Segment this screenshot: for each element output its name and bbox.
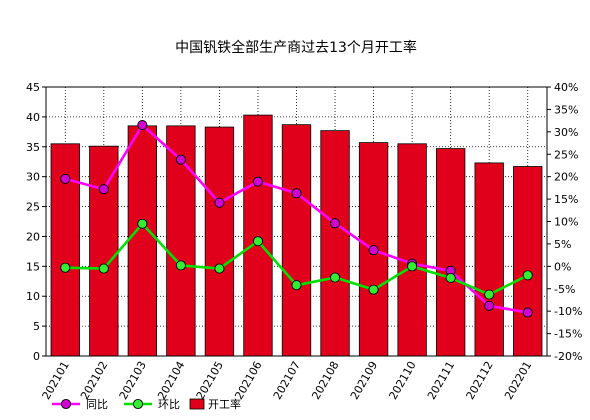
legend-mom-label: 环比 [158, 398, 180, 411]
mom-point-202108 [329, 272, 341, 283]
bar-202111 [435, 148, 466, 357]
bar-202102 [89, 145, 119, 357]
x-axis-tick-label: 202103 [117, 359, 149, 402]
yoy-point-202106 [252, 176, 264, 187]
yoy-point-202105 [214, 197, 225, 208]
x-axis-tick-label: 202108 [309, 359, 341, 402]
bar-202103 [127, 125, 158, 357]
x-axis-tick-label: 202107 [271, 359, 303, 402]
bar-202201 [513, 166, 543, 357]
left-axis-tick-label: 45 [26, 81, 40, 94]
left-axis-tick-label: 15 [26, 260, 40, 273]
right-axis-tick-label: 35% [554, 103, 578, 116]
x-axis-tick-label: 202104 [155, 359, 187, 402]
right-axis-tick-label: 40% [554, 81, 578, 94]
legend-yoy-label: 同比 [86, 398, 108, 411]
x-axis-tick-label: 202112 [464, 359, 496, 402]
mom-point-202201 [522, 270, 533, 281]
right-axis-tick-label: -15% [554, 328, 582, 341]
right-axis-tick-label: -20% [554, 350, 582, 363]
left-axis-tick-label: 10 [26, 290, 40, 303]
legend [52, 398, 205, 410]
right-axis-tick-label: 30% [554, 126, 578, 139]
x-axis-tick-label: 202109 [348, 359, 380, 402]
right-axis-tick-label: 0% [554, 260, 571, 273]
legend-mom-marker [132, 398, 144, 410]
x-axis-tick-label: 202111 [425, 359, 457, 402]
mom-point-202112 [484, 289, 495, 300]
yoy-point-202108 [329, 218, 341, 229]
legend-bar-label: 开工率 [208, 397, 241, 411]
bar-202110 [397, 143, 427, 357]
bar-202112 [474, 162, 504, 357]
right-axis-tick-label: -10% [554, 305, 582, 318]
x-axis-tick-label: 202106 [232, 359, 264, 402]
legend-yoy-marker [60, 398, 72, 410]
right-axis-tick-label: 20% [554, 171, 578, 184]
x-axis-tick-label: 202102 [78, 359, 110, 402]
right-axis-tick-label: -5% [554, 283, 575, 296]
mom-point-202102 [98, 263, 109, 274]
left-axis-tick-label: 40 [26, 111, 40, 124]
yoy-point-202104 [175, 154, 186, 165]
mom-point-202106 [252, 236, 264, 247]
yoy-point-202112 [484, 300, 495, 311]
x-axis-tick-label: 202201 [502, 359, 534, 402]
yoy-point-202103 [137, 120, 148, 131]
left-axis-tick-label: 30 [26, 171, 40, 184]
mom-point-202105 [214, 263, 225, 274]
mom-point-202101 [60, 262, 71, 273]
bar-202106 [243, 114, 273, 357]
x-axis-tick-label: 202110 [386, 359, 418, 402]
yoy-point-202107 [291, 188, 302, 199]
chart-title: 中国钒铁全部生产商过去13个月开工率 [175, 39, 417, 56]
legend-bar-swatch [189, 398, 205, 410]
right-axis-tick-label: 25% [554, 148, 578, 161]
x-axis-tick-label: 202101 [40, 359, 72, 402]
mom-point-202109 [368, 284, 379, 295]
right-axis-tick-label: 5% [554, 238, 571, 251]
left-axis-tick-label: 20 [26, 230, 40, 243]
yoy-point-202101 [60, 173, 71, 184]
left-axis-tick-label: 5 [33, 320, 40, 333]
mom-point-202110 [407, 261, 418, 272]
right-axis-tick-label: 10% [554, 216, 578, 229]
bar-202105 [204, 126, 235, 357]
left-axis-tick-label: 35 [26, 141, 40, 154]
mom-point-202111 [445, 272, 456, 284]
left-axis-tick-label: 25 [26, 201, 40, 214]
yoy-point-202201 [522, 307, 533, 318]
x-axis-tick-label: 202105 [194, 359, 226, 402]
bar-202107 [281, 124, 312, 357]
yoy-point-202102 [98, 184, 109, 195]
left-axis-tick-label: 0 [33, 350, 40, 363]
bar-202108 [320, 130, 350, 357]
right-axis-tick-label: 15% [554, 193, 578, 206]
mom-point-202104 [175, 260, 186, 271]
mom-point-202107 [291, 280, 302, 291]
mom-point-202103 [137, 218, 148, 229]
yoy-point-202109 [368, 245, 379, 256]
